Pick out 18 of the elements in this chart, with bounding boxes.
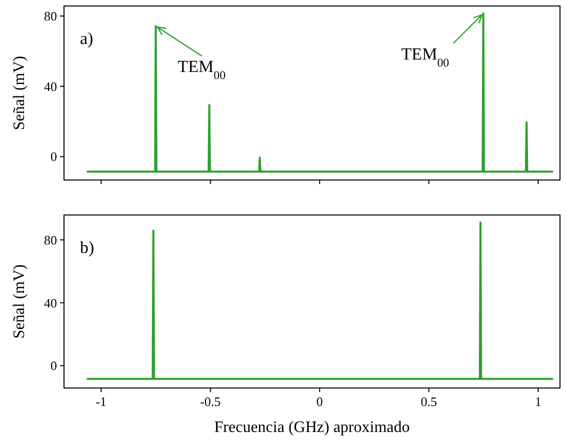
annotation: TEM$_{00}$ bbox=[178, 57, 226, 82]
annotation: b) bbox=[80, 238, 94, 257]
x-tick-label: -1 bbox=[96, 394, 107, 409]
annotation: a) bbox=[80, 29, 94, 48]
y-tick-label: 80 bbox=[44, 232, 57, 248]
y-tick-label: 0 bbox=[50, 358, 57, 374]
y-tick-label: 40 bbox=[44, 78, 57, 94]
y-tick-label: 0 bbox=[50, 149, 57, 164]
x-axis-title: Frecuencia (GHz) aproximado bbox=[214, 419, 410, 436]
annotation: TEM$_{00}$ bbox=[401, 44, 450, 70]
x-tick-label: 0.5 bbox=[420, 394, 438, 409]
y-axis-title: Señal (mV) bbox=[11, 264, 28, 339]
x-tick-label: 0 bbox=[316, 394, 323, 409]
x-tick-label: 1 bbox=[534, 394, 542, 409]
x-tick-label: -0.5 bbox=[200, 394, 221, 409]
y-tick-label: 80 bbox=[44, 8, 57, 24]
y-tick-label: 40 bbox=[44, 295, 57, 310]
y-axis-title: Señal (mV) bbox=[11, 56, 28, 130]
